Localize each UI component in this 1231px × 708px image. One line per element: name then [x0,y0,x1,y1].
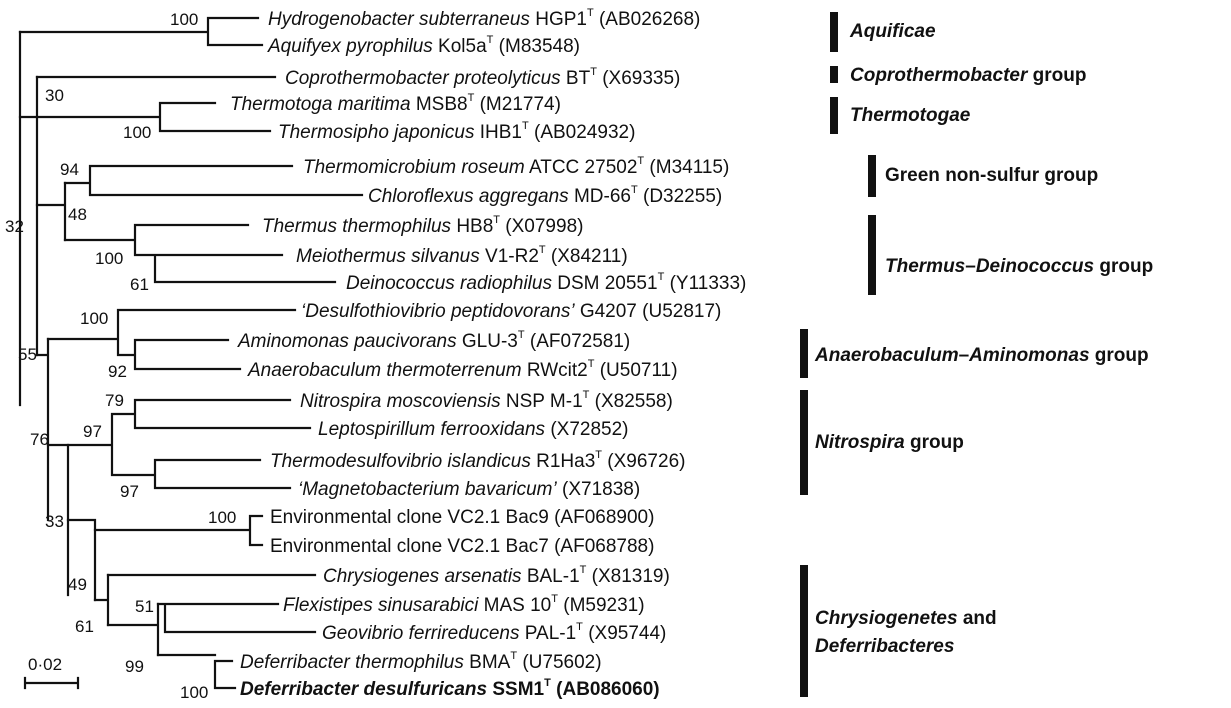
bootstrap-value: 49 [68,575,87,594]
taxon-label-highlighted: Deferribacter desulfuricans SSM1T (AB086… [240,677,660,700]
deferribacter-branch [156,653,237,690]
taxon-label: Thermomicrobium roseum ATCC 27502T (M341… [303,155,729,178]
clade55-branch [35,337,50,522]
group-label: Green non-sulfur group [885,165,1098,186]
taxon-label: Flexistipes sinusarabici MAS 10T (M59231… [283,593,645,616]
taxon-label: Thermodesulfovibrio islandicus R1Ha3T (X… [270,449,685,472]
taxon-label: Environmental clone VC2.1 Bac9 (AF068900… [270,507,654,528]
group-bar-green-nonsulfur [868,155,876,197]
taxon-label: Environmental clone VC2.1 Bac7 (AF068788… [270,536,654,557]
taxon-label: ‘Desulfothiovibrio peptidovorans’ G4207 … [301,301,721,322]
bootstrap-value: 100 [95,249,123,268]
thermotogae-branch [35,101,272,133]
clade30-branch [18,75,39,357]
group-label: Coprothermobacter group [850,65,1086,86]
bootstrap-value: 92 [108,362,127,381]
group-label: Thermus–Deinococcus group [885,256,1153,277]
group-label: Aquificae [849,21,936,42]
group-bar-coprothermobacter [830,66,838,83]
taxon-label: Aminomonas paucivorans GLU-3T (AF072581) [237,329,630,352]
bootstrap-value: 61 [130,275,149,294]
taxon-label: Meiothermus silvanus V1-R2T (X84211) [296,244,628,267]
taxon-label: Nitrospira moscoviensis NSP M-1T (X82558… [300,389,673,412]
group-label: Chrysiogenetes and [815,608,997,629]
aquificae-branch [18,16,264,47]
group-bar-nitrospira [800,390,808,495]
group-labels: Aquificae Coprothermobacter group Thermo… [814,21,1153,657]
taxon-label: Thermosipho japonicus IHB1T (AB024932) [278,120,635,143]
clade33-branch [66,518,97,602]
clade48-branch [35,181,67,242]
taxon-label: Hydrogenobacter subterraneus HGP1T (AB02… [268,7,700,30]
taxon-labels: Hydrogenobacter subterraneus HGP1T (AB02… [230,7,746,700]
taxon-label: Thermotoga maritima MSB8T (M21774) [230,92,561,115]
bootstrap-value: 51 [135,597,154,616]
group-label: Deferribacteres [815,636,954,657]
environmental-clone-branch [93,514,264,547]
clade49-branch [93,573,110,627]
bootstrap-value: 30 [45,86,64,105]
taxon-label: Chrysiogenes arsenatis BAL-1T (X81319) [323,564,670,587]
bootstrap-value: 100 [208,508,236,527]
group-bar-chrysiogenetes-deferribacteres [800,565,808,697]
scale-bar-label: 0·02 [28,655,62,674]
group-brackets [800,12,876,697]
taxon-label: ‘Magnetobacterium bavaricum’ (X71838) [298,479,640,500]
bootstrap-value: 55 [18,345,37,364]
green-nonsulfur-branch [63,164,364,197]
bootstrap-value: 32 [5,217,24,236]
group-bar-thermotogae [830,97,838,134]
taxon-label: Thermus thermophilus HB8T (X07998) [262,214,583,237]
bootstrap-value: 100 [180,683,208,702]
clade61-branch [106,602,160,657]
bootstrap-value: 79 [105,391,124,410]
nitrospira-branch [66,398,312,490]
group-label: Thermotogae [850,105,971,126]
group-bar-aquificae [830,12,838,52]
thermus-deinococcus-branch [63,223,337,284]
group-label: Nitrospira group [815,432,964,453]
bootstrap-value: 94 [60,160,79,179]
taxon-label: Anaerobaculum thermoterrenum RWcit2T (U5… [247,358,678,381]
scale-bar-line [23,676,80,690]
bootstrap-value: 97 [83,422,102,441]
taxon-label: Chloroflexus aggregans MD-66T (D32255) [368,184,722,207]
taxon-label: Deferribacter thermophilus BMAT (U75602) [240,650,602,673]
bootstrap-values: 100 30 100 94 48 32 100 61 100 92 55 97 … [5,10,236,702]
anaerobaculum-branch [46,308,297,371]
flexistipes-branch [156,602,317,634]
bootstrap-value: 100 [123,123,151,142]
bootstrap-value: 97 [120,482,139,501]
tree-branches [18,16,364,690]
taxon-label: Geovibrio ferrireducens PAL-1T (X95744) [322,621,666,644]
taxon-label: Deinococcus radiophilus DSM 20551T (Y113… [346,271,746,294]
taxon-label: Aquifyex pyrophilus Kol5aT (M83548) [267,34,580,57]
group-label: Anaerobaculum–Aminomonas group [814,345,1149,366]
bootstrap-value: 100 [170,10,198,29]
scale-bar: 0·02 [23,655,80,690]
group-bar-anaerobaculum-aminomonas [800,329,808,378]
bootstrap-value: 61 [75,617,94,636]
bootstrap-value: 100 [80,309,108,328]
taxon-label: Coprothermobacter proteolyticus BTT (X69… [285,66,680,89]
group-bar-thermus-deinococcus [868,215,876,295]
bootstrap-value: 76 [30,430,49,449]
taxon-label: Leptospirillum ferrooxidans (X72852) [318,419,629,440]
bootstrap-value: 33 [45,512,64,531]
bootstrap-value: 99 [125,657,144,676]
bootstrap-value: 48 [68,205,87,224]
